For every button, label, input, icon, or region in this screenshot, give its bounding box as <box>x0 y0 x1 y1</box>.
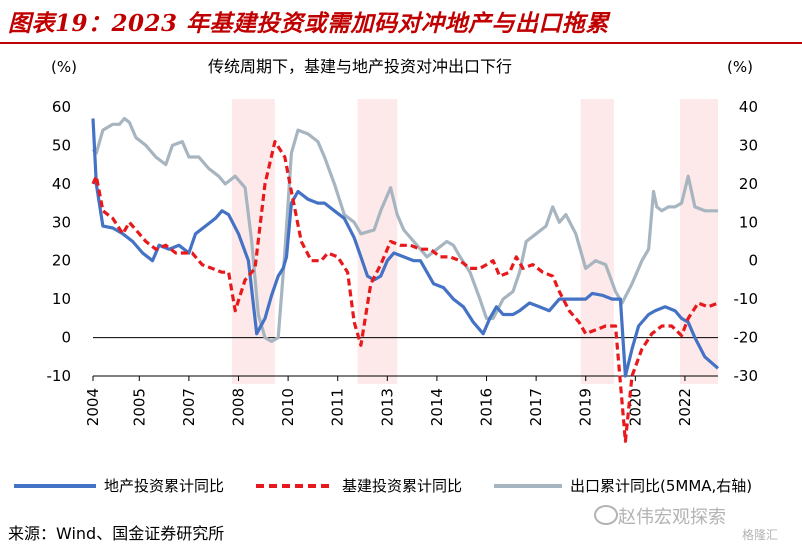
legend-label-2: 基建投资累计同比 <box>342 477 462 495</box>
series-line-1 <box>91 118 720 378</box>
watermark: 赵伟宏观探索 <box>618 507 726 528</box>
y-right-tick-label: 0 <box>748 252 758 270</box>
x-tick-label: 2013 <box>378 388 396 426</box>
y-left-tick-label: 30 <box>52 213 71 231</box>
y-right-tick-label: -30 <box>734 367 759 385</box>
y-right-tick-label: 40 <box>739 98 758 116</box>
x-tick-label: 2019 <box>577 388 595 426</box>
legend-label-3: 出口累计同比(5MMA,右轴) <box>570 477 752 495</box>
legend-label-1: 地产投资累计同比 <box>104 477 224 495</box>
left-unit-label: (%) <box>51 58 77 76</box>
title-rule <box>0 42 802 44</box>
y-right-tick-label: -10 <box>734 290 759 308</box>
x-tick-label: 2014 <box>428 388 446 426</box>
watermark-secondary: 格隆汇 <box>742 528 779 542</box>
wechat-icon <box>594 505 618 525</box>
x-tick-label: 2022 <box>676 388 694 426</box>
series-lines <box>91 116 720 443</box>
x-tick-label: 2008 <box>230 388 248 426</box>
chart-title: 传统周期下，基建与地产投资对冲出口下行 <box>208 57 512 76</box>
series-line-2 <box>91 140 719 443</box>
y-right-tick-label: 30 <box>739 136 758 154</box>
shaded-period-4 <box>679 99 718 384</box>
x-tick-label: 2010 <box>279 388 297 426</box>
x-tick-label: 2016 <box>478 388 496 426</box>
y-right-tick-label: -20 <box>734 329 759 347</box>
y-right-tick-label: 10 <box>739 213 758 231</box>
y-left-tick-label: 10 <box>52 290 71 308</box>
x-tick-label: 2011 <box>329 388 347 426</box>
source-note: 来源：Wind、国金证券研究所 <box>8 524 225 543</box>
y-left-tick-label: -10 <box>47 367 72 385</box>
right-unit-label: (%) <box>727 58 753 76</box>
shaded-period-3 <box>580 99 614 384</box>
shaded-period-1 <box>231 99 275 384</box>
y-left-tick-label: 60 <box>52 98 71 116</box>
x-tick-label: 2017 <box>527 388 545 426</box>
axes: -10 0 10 20 30 40 50 60 -30 -20 -10 0 10 20 30 40 2004 20… <box>47 98 759 426</box>
figure-title: 图表19：2023 年基建投资或需加码对冲地产与出口拖累 <box>8 10 610 37</box>
y-left-tick-label: 20 <box>52 252 71 270</box>
y-left-tick-label: 0 <box>61 329 71 347</box>
series-line-3 <box>91 116 718 343</box>
x-tick-label: 2007 <box>180 388 198 426</box>
legend: 地产投资累计同比 基建投资累计同比 出口累计同比(5MMA,右轴) <box>14 477 752 495</box>
x-tick-label: 2005 <box>130 388 148 426</box>
y-left-tick-label: 50 <box>52 136 71 154</box>
shaded-periods <box>231 99 718 384</box>
y-left-tick-label: 40 <box>52 175 71 193</box>
x-tick-label: 2004 <box>84 388 102 426</box>
y-right-tick-label: 20 <box>739 175 758 193</box>
